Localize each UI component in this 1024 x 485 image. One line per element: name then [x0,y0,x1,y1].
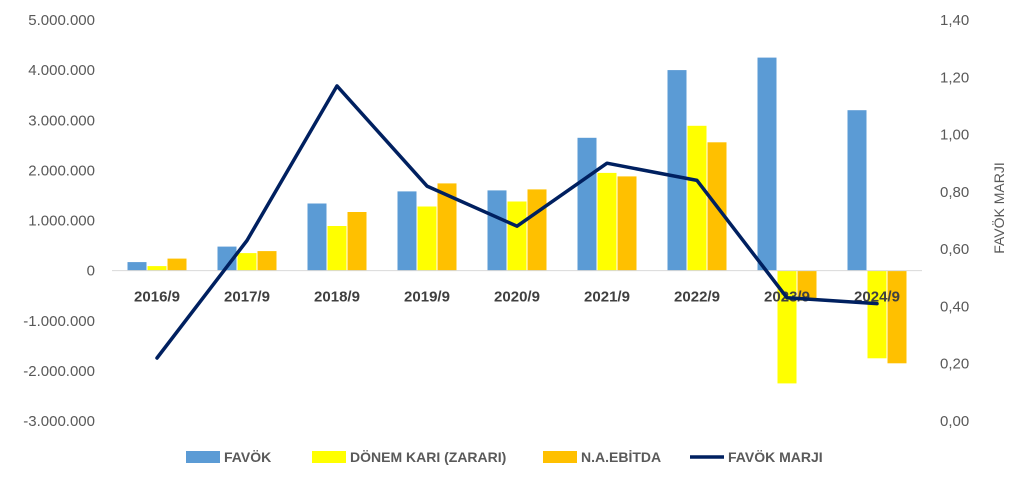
line-layer [155,84,879,360]
legend: FAVÖK DÖNEM KARI (ZARARI) N.A.EBİTDA FAVÖK … [186,449,823,465]
bar-1-9 [847,110,867,271]
bar-layer [127,57,907,384]
legend-swatch [312,451,346,463]
bar-1-4 [397,191,417,271]
secondary-tick-label: 0,80 [940,184,969,201]
legend-swatch [186,451,220,463]
favok-marji-line [155,84,879,360]
category-label: 2017/9 [224,289,270,306]
bar-3-6 [617,176,637,271]
bar-3-5 [527,189,547,271]
bar-3-4 [437,183,457,271]
bar-3-9 [887,270,907,364]
secondary-tick-label: 1,40 [940,12,969,29]
secondary-tick-label: 1,20 [940,69,969,86]
bar-2-5 [507,201,527,271]
primary-tick-label: 2.000.000 [28,162,95,179]
bar-1-2 [217,246,237,271]
category-label: 2016/9 [134,289,180,306]
secondary-tick-label: 0,20 [940,356,969,373]
bar-2-2 [237,253,257,271]
primary-tick-label: 4.000.000 [28,62,95,79]
legend-label: FAVÖK MARJI [728,449,823,465]
primary-tick-label: -2.000.000 [23,363,95,380]
secondary-axis-title: FAVÖK MARJI [990,162,1007,254]
primary-tick-label: 3.000.000 [28,112,95,129]
bar-3-8 [797,270,817,301]
legend-label: DÖNEM KARI (ZARARI) [350,449,506,465]
bar-2-1 [147,266,167,271]
category-label: 2020/9 [494,289,540,306]
bar-1-7 [667,70,687,271]
category-labels: 2016/9 2017/9 2018/9 2019/9 2020/9 2021/9 2022… [134,289,900,306]
bar-2-3 [327,226,347,271]
primary-tick-label: 1.000.000 [28,213,95,230]
bar-1-1 [127,262,147,271]
bar-3-2 [257,251,277,271]
category-label: 2018/9 [314,289,360,306]
bar-1-5 [487,190,507,271]
primary-tick-label: 5.000.000 [28,12,95,29]
legend-label: FAVÖK [224,449,271,465]
primary-tick-label: -1.000.000 [23,313,95,330]
legend-swatch [543,451,577,463]
bar-3-3 [347,212,367,271]
secondary-tick-label: 1,00 [940,127,969,144]
primary-tick-label: -3.000.000 [23,413,95,430]
secondary-tick-label: 0,60 [940,241,969,258]
bar-3-1 [167,258,187,271]
category-label: 2022/9 [674,289,720,306]
bar-2-6 [597,172,617,271]
secondary-axis-ticks: 0,00 0,20 0,40 0,60 0,80 1,00 1,20 1,40 [940,12,969,430]
secondary-tick-label: 0,00 [940,413,969,430]
primary-tick-label: 0 [87,263,95,280]
bar-2-9 [867,270,887,359]
primary-axis-ticks: -3.000.000 -2.000.000 -1.000.000 0 1.000.000… [23,12,95,430]
category-label: 2021/9 [584,289,630,306]
category-label: 2019/9 [404,289,450,306]
bar-1-6 [577,137,597,271]
bar-2-7 [687,125,707,271]
bar-1-3 [307,203,327,271]
secondary-tick-label: 0,40 [940,298,969,315]
bar-2-4 [417,206,437,271]
legend-label: N.A.EBİTDA [581,449,661,465]
bar-1-8 [757,57,777,271]
